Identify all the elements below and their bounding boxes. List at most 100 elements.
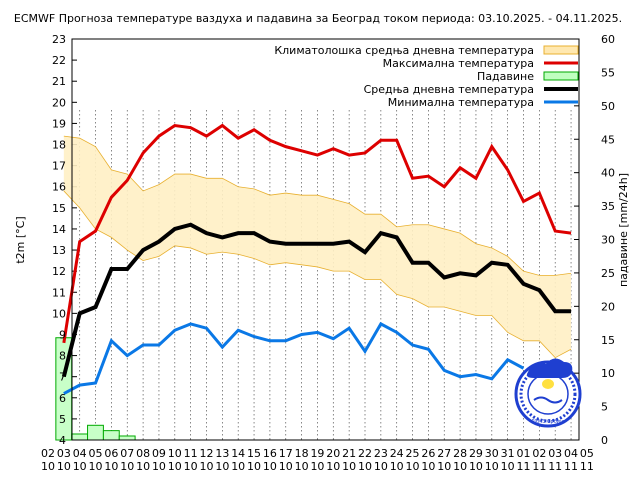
left-tick-label: 13 <box>52 244 66 257</box>
right-tick-label: 0 <box>601 434 608 447</box>
right-tick-label: 55 <box>601 66 615 79</box>
right-axis-label: падавине [mm/24h] <box>617 173 630 287</box>
right-tick-label: 35 <box>601 200 615 213</box>
x-tick-day: 01 <box>517 447 531 460</box>
x-tick-day: 23 <box>374 447 388 460</box>
x-tick-day: 03 <box>548 447 562 460</box>
x-tick-month: 10 <box>310 460 324 473</box>
left-tick-label: 17 <box>52 160 66 173</box>
x-tick-month: 10 <box>469 460 483 473</box>
x-tick-month: 11 <box>532 460 546 473</box>
x-tick-day: 09 <box>152 447 166 460</box>
x-tick-month: 10 <box>342 460 356 473</box>
x-tick-day: 27 <box>437 447 451 460</box>
x-tick-day: 19 <box>310 447 324 460</box>
x-tick-month: 11 <box>580 460 594 473</box>
x-tick-month: 10 <box>120 460 134 473</box>
x-tick-day: 11 <box>184 447 198 460</box>
right-tick-label: 10 <box>601 367 615 380</box>
x-tick-month: 10 <box>295 460 309 473</box>
left-tick-label: 9 <box>59 328 66 341</box>
precip-bar <box>102 430 120 441</box>
x-tick-month: 10 <box>421 460 435 473</box>
plot-frame <box>71 38 580 441</box>
logo-sun-icon <box>542 379 554 389</box>
min-temperature-line <box>63 321 525 395</box>
x-tick-day: 10 <box>168 447 182 460</box>
right-tick-label: 60 <box>601 33 615 46</box>
x-tick-day: 13 <box>215 447 229 460</box>
left-tick-label: 8 <box>59 350 66 363</box>
x-tick-day: 04 <box>564 447 578 460</box>
x-tick-day: 14 <box>231 447 245 460</box>
x-tick-day: 24 <box>390 447 404 460</box>
x-tick-month: 11 <box>548 460 562 473</box>
x-tick-month: 10 <box>136 460 150 473</box>
left-tick-label: 20 <box>52 96 66 109</box>
x-tick-month: 11 <box>564 460 578 473</box>
precip-bar <box>71 433 89 441</box>
right-tick-label: 50 <box>601 100 615 113</box>
left-tick-label: 19 <box>52 117 66 130</box>
temperature-lines <box>61 123 572 395</box>
x-tick-month: 10 <box>184 460 198 473</box>
left-tick-label: 15 <box>52 202 66 215</box>
right-tick-label: 25 <box>601 267 615 280</box>
chart-title: ECMWF Прогноза температуре ваздуха и пад… <box>14 12 622 25</box>
left-tick-label: 5 <box>59 413 66 426</box>
x-tick-day: 21 <box>342 447 356 460</box>
max-temperature-line <box>62 123 572 344</box>
x-tick-month: 10 <box>152 460 166 473</box>
climatology-upper-edge <box>63 135 572 276</box>
x-tick-day: 20 <box>326 447 340 460</box>
left-axis-ticks: 4 5 6 7 8 9 10 11 12 13 14 15 16 17 18 19 20 21 22 23 <box>52 33 66 447</box>
x-axis-ticks: 0210031004100510061007100810091010101110… <box>41 447 594 473</box>
x-tick-day: 15 <box>247 447 261 460</box>
climatology-band <box>63 135 572 359</box>
x-tick-day: 25 <box>406 447 420 460</box>
right-tick-label: 15 <box>601 334 615 347</box>
x-tick-day: 29 <box>469 447 483 460</box>
x-tick-day: 05 <box>89 447 103 460</box>
left-tick-label: 21 <box>52 75 66 88</box>
x-tick-month: 10 <box>263 460 277 473</box>
right-tick-label: 30 <box>601 234 615 247</box>
left-tick-label: 16 <box>52 181 66 194</box>
rhmz-logo: РХМЗ Србије <box>514 358 582 428</box>
x-tick-day: 02 <box>41 447 55 460</box>
left-tick-label: 11 <box>52 286 66 299</box>
x-tick-day: 26 <box>421 447 435 460</box>
x-tick-month: 10 <box>406 460 420 473</box>
right-tick-label: 40 <box>601 167 615 180</box>
x-tick-month: 10 <box>437 460 451 473</box>
legend-label-clim: Климатолошка средња дневна температура <box>274 44 534 57</box>
x-tick-month: 10 <box>57 460 71 473</box>
x-tick-day: 17 <box>279 447 293 460</box>
logo-text: РХМЗ Србије <box>531 419 564 425</box>
x-tick-month: 10 <box>247 460 261 473</box>
x-tick-day: 28 <box>453 447 467 460</box>
left-tick-label: 7 <box>59 371 66 384</box>
right-tick-label: 5 <box>601 401 608 414</box>
x-tick-day: 02 <box>532 447 546 460</box>
x-tick-day: 03 <box>57 447 71 460</box>
x-tick-month: 10 <box>358 460 372 473</box>
climatology-lower-edge <box>63 190 572 359</box>
x-tick-day: 31 <box>501 447 515 460</box>
left-tick-label: 18 <box>52 139 66 152</box>
x-tick-month: 10 <box>104 460 118 473</box>
x-tick-day: 30 <box>485 447 499 460</box>
x-tick-month: 10 <box>73 460 87 473</box>
legend-label-min: Минимална температура <box>388 96 534 109</box>
x-tick-day: 06 <box>104 447 118 460</box>
climatology-fill <box>63 136 572 358</box>
x-tick-month: 10 <box>390 460 404 473</box>
left-tick-label: 14 <box>52 223 66 236</box>
left-tick-label: 10 <box>52 307 66 320</box>
x-tick-month: 10 <box>89 460 103 473</box>
x-tick-day: 08 <box>136 447 150 460</box>
left-tick-label: 12 <box>52 265 66 278</box>
legend-label-mean: Средња дневна температура <box>364 83 534 96</box>
legend-swatch-clim <box>543 45 579 55</box>
x-tick-month: 10 <box>501 460 515 473</box>
